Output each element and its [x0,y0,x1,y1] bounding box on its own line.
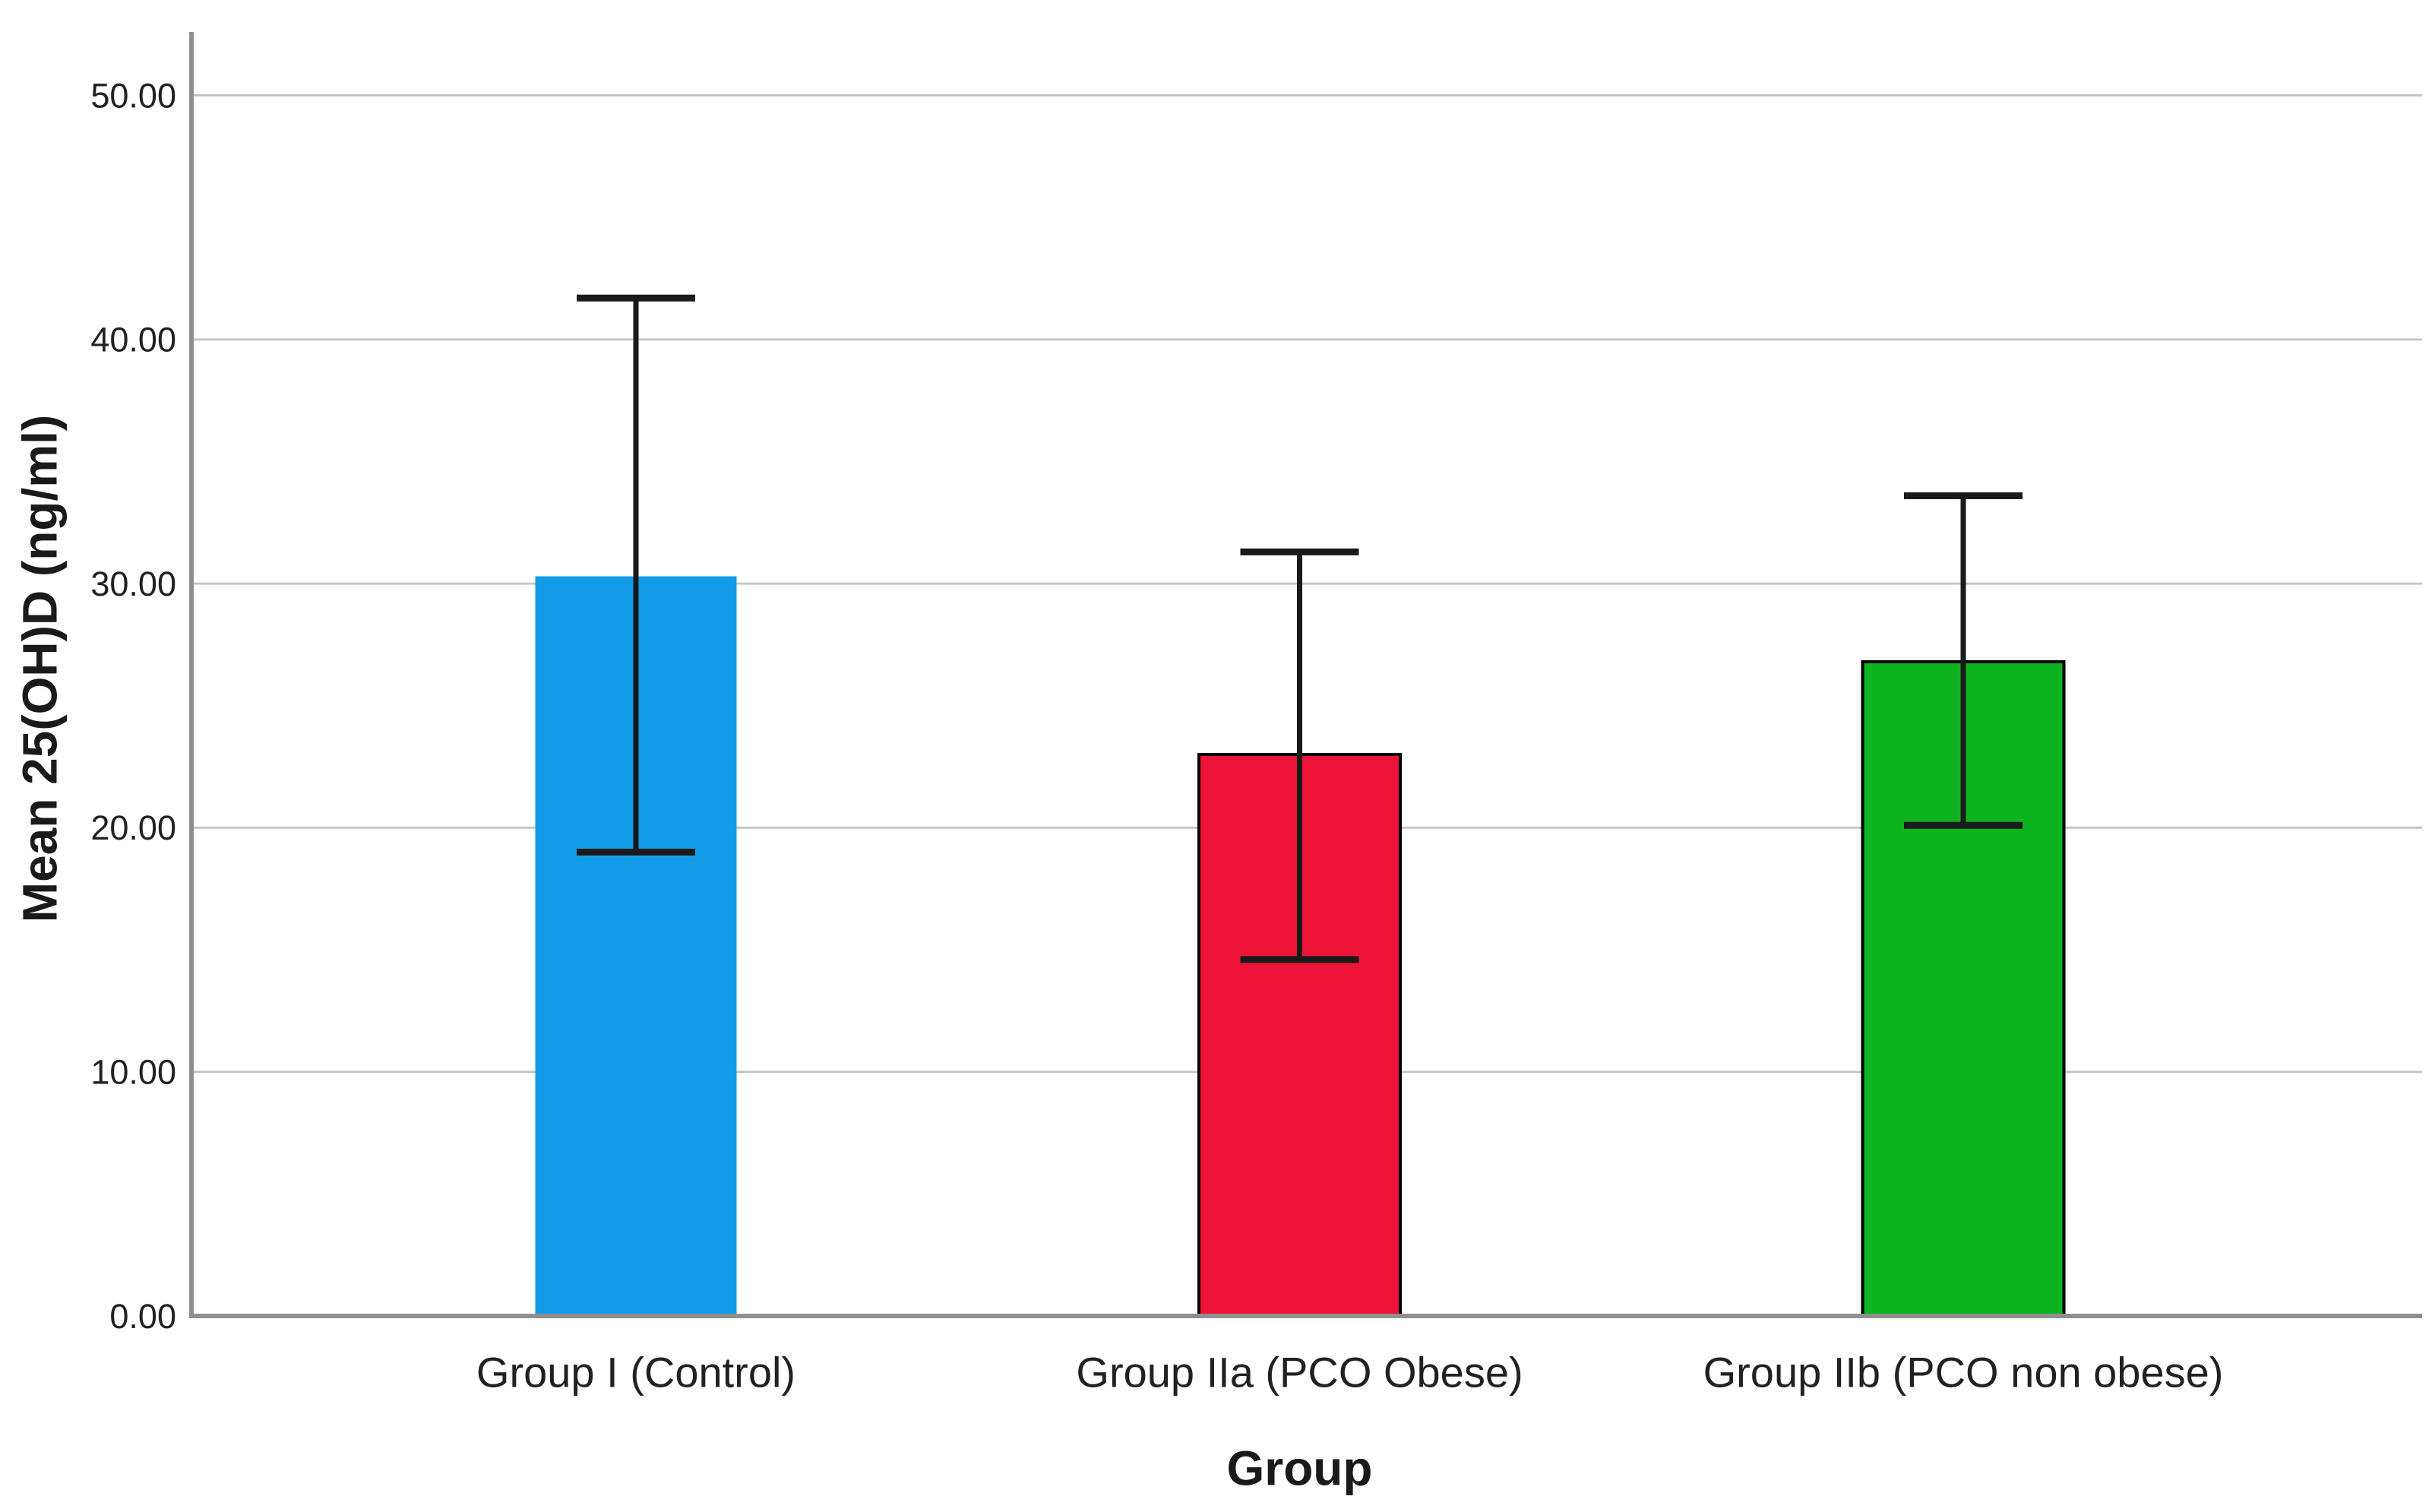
y-tick-label-10.00: 10.00 [90,1052,176,1091]
y-tick-label-40.00: 40.00 [90,321,176,359]
x-axis-title: Group [1227,1441,1373,1495]
y-tick-label-0.00: 0.00 [109,1297,176,1336]
x-category-label-2: Group IIa (PCO Obese) [1076,1349,1523,1397]
y-tick-label-30.00: 30.00 [90,565,176,603]
x-category-label-3: Group IIb (PCO non obese) [1703,1349,2224,1397]
x-category-label-1: Group I (Control) [476,1349,795,1397]
y-axis-title: Mean 25(OH)D (ng/ml) [12,415,67,922]
y-tick-label-20.00: 20.00 [90,808,176,847]
y-tick-label-50.00: 50.00 [90,76,176,115]
